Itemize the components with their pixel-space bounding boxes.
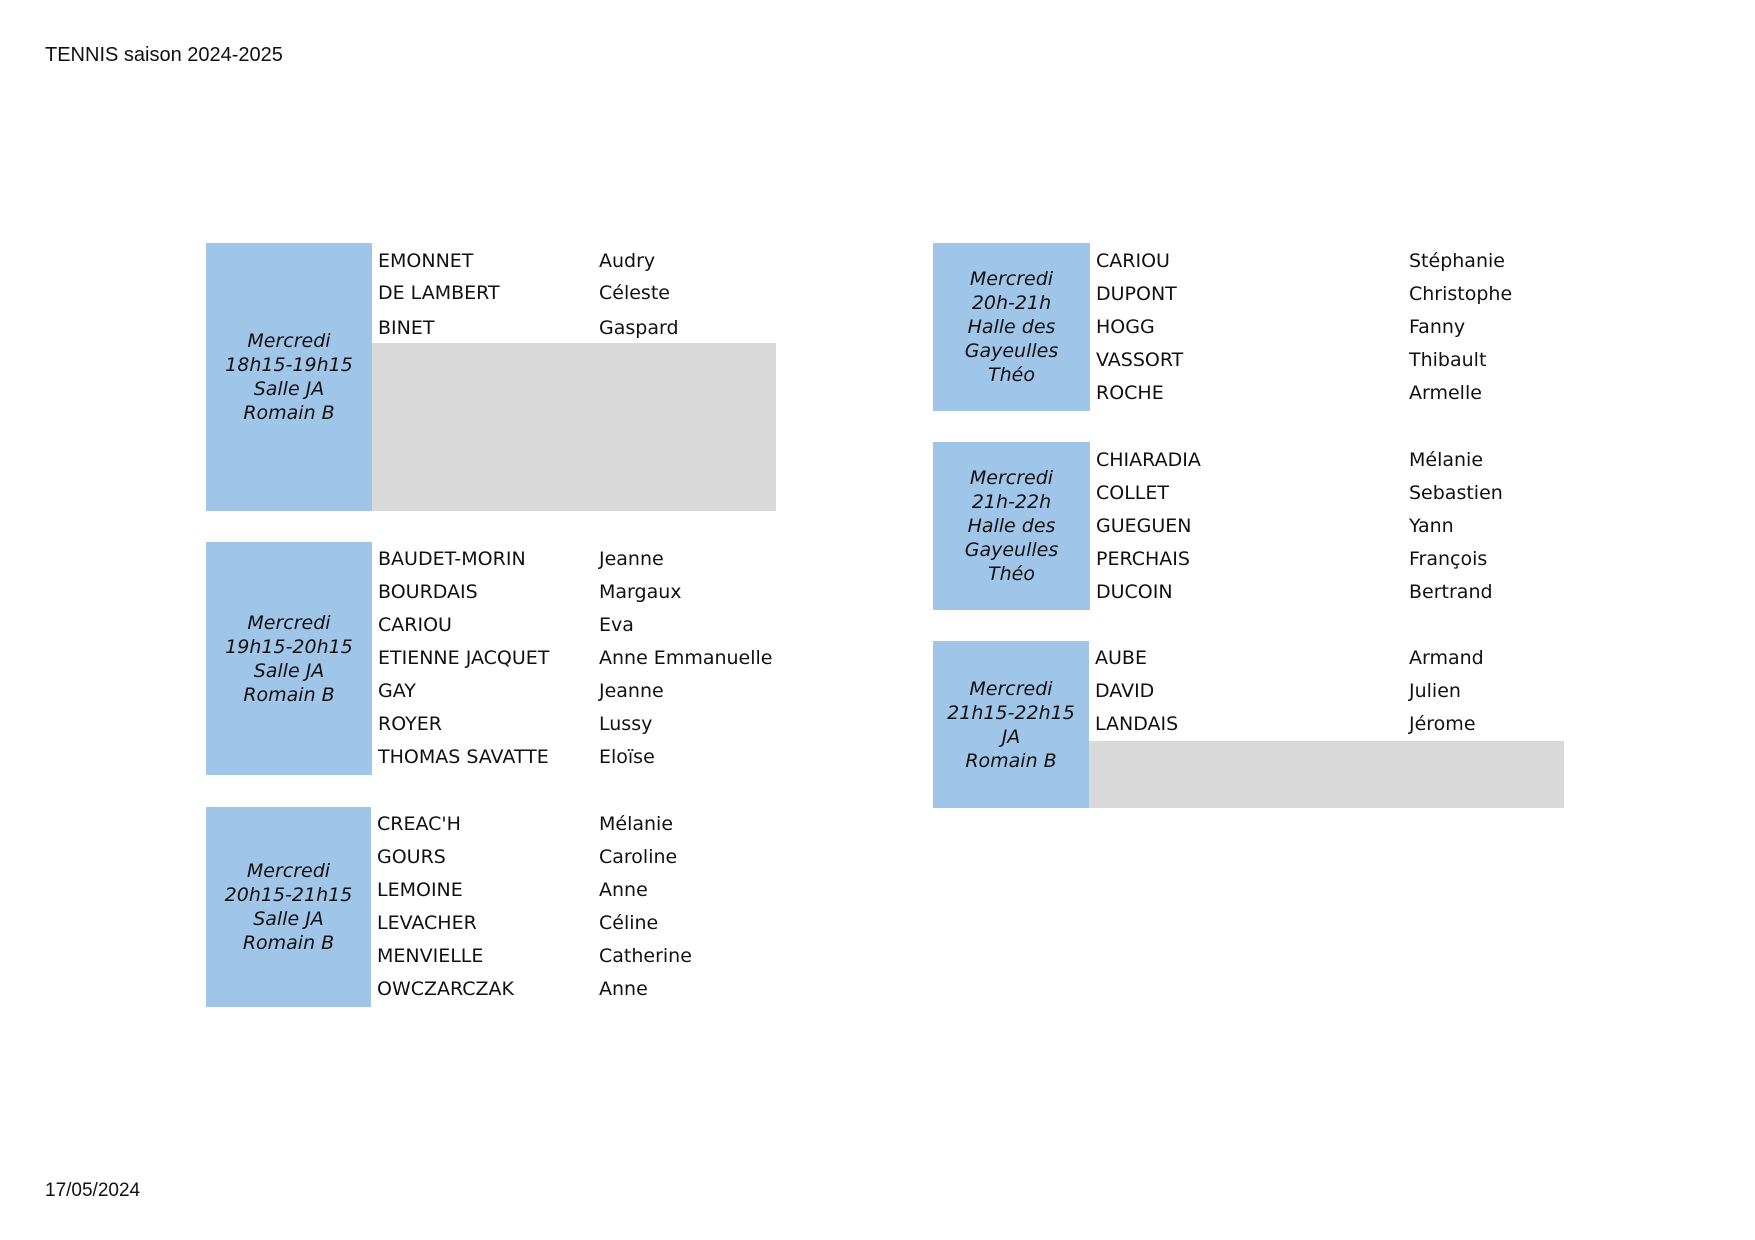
session-label: Mercredi 21h15-22h15 JA Romain B <box>933 641 1089 808</box>
member-first-name: Armand <box>1409 647 1484 669</box>
member-first-name: Catherine <box>599 945 692 967</box>
member-first-name: Jeanne <box>599 680 664 702</box>
member-first-name: Audry <box>599 250 656 272</box>
member-last-name: VASSORT <box>1096 349 1184 371</box>
member-last-name: DE LAMBERT <box>378 282 500 304</box>
member-first-name: Céleste <box>599 282 670 304</box>
member-last-name: CHIARADIA <box>1096 449 1201 471</box>
member-last-name: LEMOINE <box>377 879 463 901</box>
session-label-line: Salle JA <box>253 908 324 930</box>
member-last-name: HOGG <box>1096 316 1155 338</box>
member-first-name: Caroline <box>599 846 678 868</box>
session-label-line: Salle JA <box>253 378 325 400</box>
member-first-name: François <box>1409 548 1488 570</box>
member-first-name: Thibault <box>1409 349 1487 371</box>
member-last-name: DUCOIN <box>1096 581 1173 603</box>
print-date: 17/05/2024 <box>45 1180 141 1201</box>
session-label-line: Mercredi <box>247 330 331 352</box>
member-first-name: Jérome <box>1409 713 1476 735</box>
member-first-name: Mélanie <box>1409 449 1484 471</box>
session-label-line: 21h-22h <box>971 491 1052 513</box>
session-label-line: JA <box>1001 725 1021 748</box>
empty-slot-area <box>1089 741 1564 808</box>
member-last-name: LEVACHER <box>377 912 477 934</box>
member-first-name: Armelle <box>1409 382 1482 404</box>
session-label: Mercredi 20h15-21h15 Salle JA Romain B <box>206 807 371 1007</box>
member-first-name: Stéphanie <box>1409 250 1505 272</box>
member-last-name: CREAC'H <box>377 813 461 835</box>
session-label-line: 20h15-21h15 <box>224 884 353 906</box>
member-last-name: OWCZARCZAK <box>377 978 515 1000</box>
session-label-line: Halle des <box>967 515 1056 537</box>
member-first-name: Jeanne <box>599 548 664 570</box>
session-label-line: Romain B <box>243 683 335 706</box>
member-first-name: Anne <box>599 879 648 901</box>
member-first-name: Gaspard <box>599 317 679 339</box>
session-label: Mercredi 21h-22h Halle des Gayeulles Théo <box>933 442 1090 610</box>
session-label-line: Gayeulles <box>964 340 1059 362</box>
member-last-name: ROCHE <box>1096 382 1164 404</box>
member-last-name: DAVID <box>1095 680 1155 702</box>
member-last-name: DUPONT <box>1096 283 1177 305</box>
session-label: Mercredi 19h15-20h15 Salle JA Romain B <box>206 542 372 775</box>
session-label-line: 19h15-20h15 <box>225 635 353 658</box>
member-first-name: Anne <box>599 978 648 1000</box>
session-label-line: 18h15-19h15 <box>225 354 353 376</box>
member-last-name: AUBE <box>1095 647 1147 669</box>
session-label-line: Mercredi <box>246 860 331 882</box>
member-first-name: Mélanie <box>599 813 674 835</box>
member-last-name: PERCHAIS <box>1096 548 1190 570</box>
member-last-name: GAY <box>378 680 416 702</box>
member-first-name: Julien <box>1409 680 1461 702</box>
member-first-name: Christophe <box>1409 283 1513 305</box>
member-first-name: Eva <box>599 614 634 636</box>
member-last-name: COLLET <box>1096 482 1170 504</box>
session-label: Mercredi 20h-21h Halle des Gayeulles Théo <box>933 243 1090 411</box>
member-last-name: CARIOU <box>1096 250 1170 272</box>
member-first-name: Céline <box>599 912 659 934</box>
session-label-line: 21h15-22h15 <box>947 701 1075 724</box>
session-label-line: 20h-21h <box>971 292 1052 314</box>
member-last-name: BAUDET-MORIN <box>378 548 526 570</box>
session-label-line: Mercredi <box>247 611 331 634</box>
member-last-name: BINET <box>378 317 435 339</box>
session-label-line: Théo <box>988 364 1035 386</box>
page-title: TENNIS saison 2024-2025 <box>45 44 283 66</box>
session-label-line: Halle des <box>967 316 1056 338</box>
session-label-line: Romain B <box>243 402 335 424</box>
member-last-name: THOMAS SAVATTE <box>378 746 549 768</box>
member-last-name: BOURDAIS <box>378 581 478 603</box>
member-first-name: Fanny <box>1409 316 1466 338</box>
member-last-name: LANDAIS <box>1095 713 1179 735</box>
session-label-line: Romain B <box>242 932 335 954</box>
member-last-name: ROYER <box>378 713 442 735</box>
empty-slot-area <box>372 343 776 511</box>
session-label-line: Gayeulles <box>964 539 1059 561</box>
session-label: Mercredi 18h15-19h15 Salle JA Romain B <box>206 243 372 511</box>
member-first-name: Bertrand <box>1409 581 1493 603</box>
member-last-name: GOURS <box>377 846 446 868</box>
member-first-name: Yann <box>1409 515 1454 537</box>
session-label-line: Mercredi <box>969 467 1054 489</box>
member-last-name: ETIENNE JACQUET <box>378 647 550 669</box>
member-first-name: Anne Emmanuelle <box>599 647 773 669</box>
session-label-line: Théo <box>988 563 1035 585</box>
member-last-name: EMONNET <box>378 250 474 272</box>
session-label-line: Romain B <box>965 749 1057 772</box>
session-label-line: Salle JA <box>253 659 325 682</box>
member-first-name: Lussy <box>599 713 653 735</box>
session-label-line: Mercredi <box>969 677 1053 700</box>
member-first-name: Eloïse <box>599 746 655 768</box>
member-last-name: MENVIELLE <box>377 945 484 967</box>
member-last-name: GUEGUEN <box>1096 515 1192 537</box>
member-last-name: CARIOU <box>378 614 452 636</box>
session-label-line: Mercredi <box>969 268 1054 290</box>
member-first-name: Margaux <box>599 581 682 603</box>
member-first-name: Sebastien <box>1409 482 1503 504</box>
